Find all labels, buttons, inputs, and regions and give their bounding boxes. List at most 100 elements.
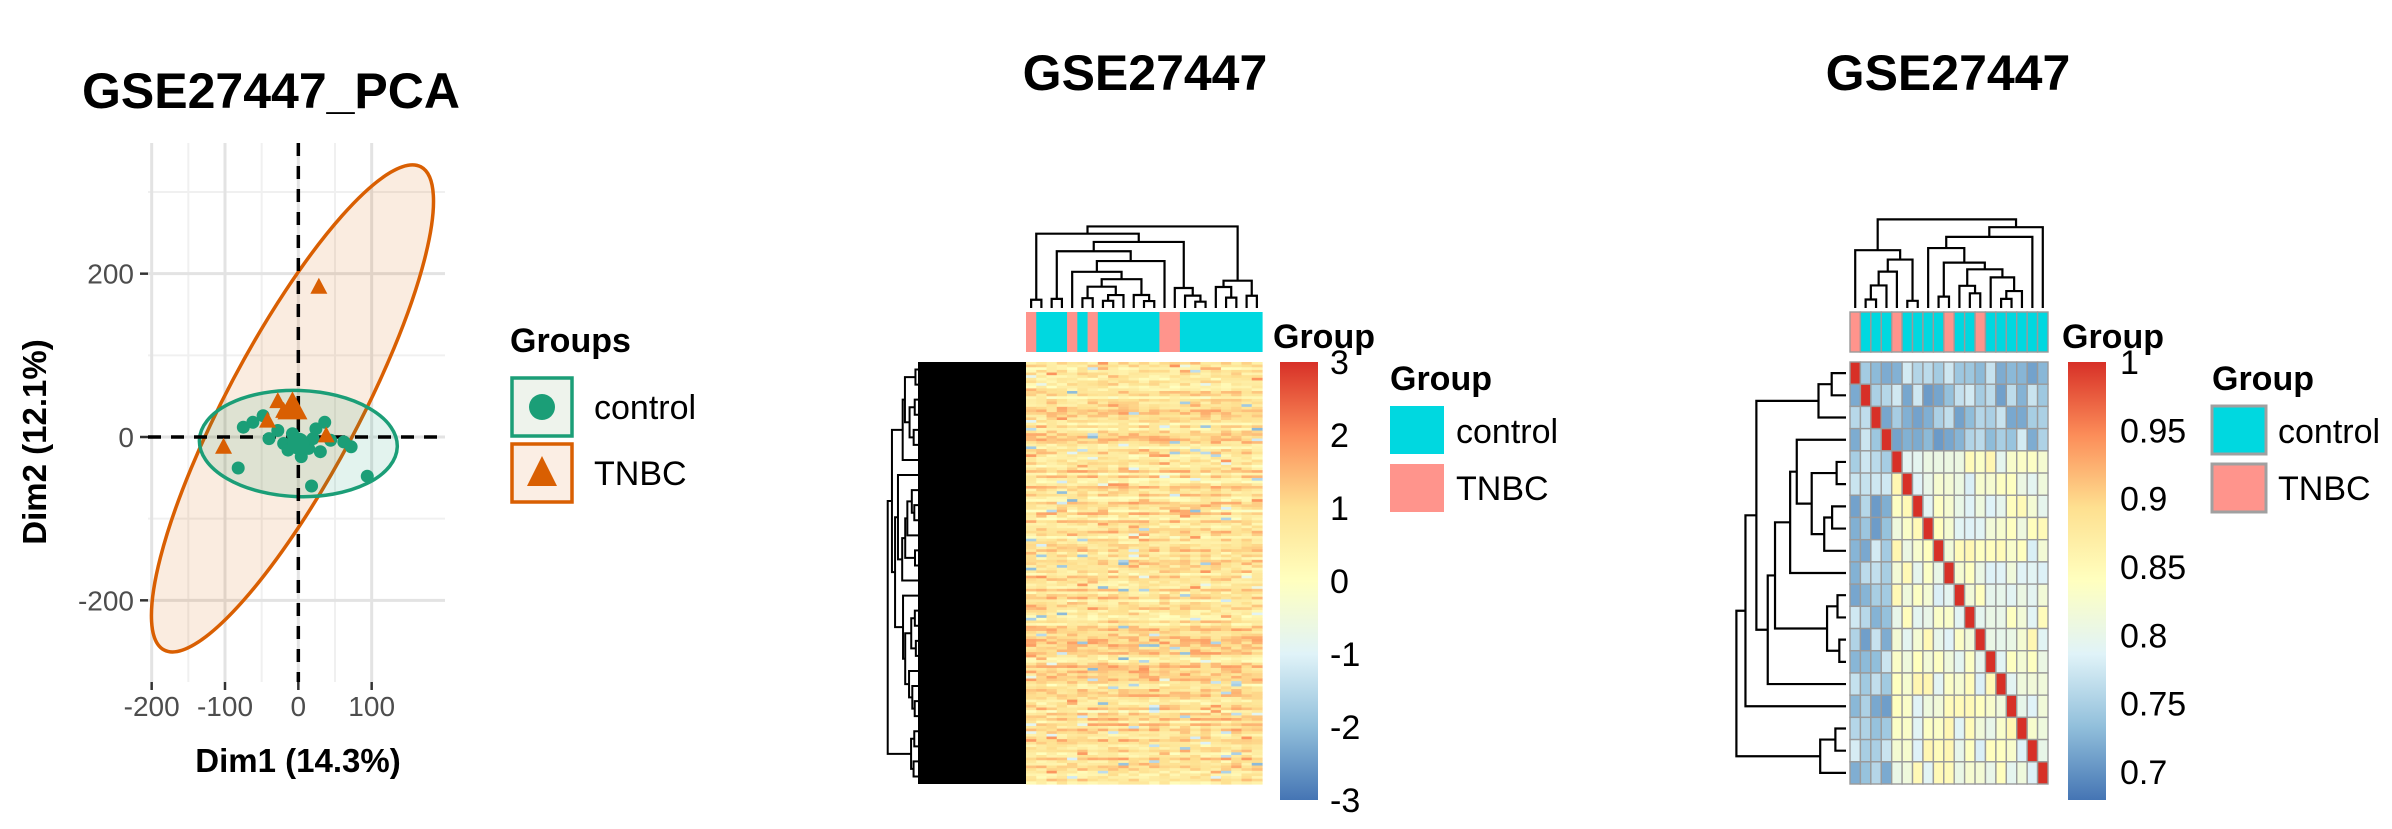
heatmap2-cell [1859,694,1872,719]
heatmap1-cell [1138,681,1150,685]
heatmap1-cell [1210,488,1222,492]
heatmap2-cell [1974,427,1987,452]
heatmap1-cell [1220,385,1232,389]
heatmap1-cell [1026,401,1037,405]
heatmap1-cell [1067,778,1078,782]
heatmap1-cell [1056,781,1068,785]
heatmap1-cell [1077,475,1089,479]
heatmap1-cell [1149,591,1160,595]
heatmap1-cell [1056,649,1068,653]
heatmap2-cell [1974,694,1987,719]
heatmap1-cell [1046,625,1058,629]
heatmap1-cell [1210,420,1222,424]
heatmap1-cell [1036,704,1048,709]
heatmap1-cell [1190,441,1202,445]
heatmap1-cell [1231,778,1243,782]
heatmap1-cell [1087,514,1099,519]
heatmap1-cell [1138,741,1150,746]
heatmap2-cell [1849,627,1862,652]
heatmap1-cell [1251,414,1263,418]
heatmap1-cell [1077,675,1089,680]
heatmap1-cell [1210,485,1222,490]
heatmap2-cell [1943,583,1955,608]
heatmap1-cell [1241,638,1253,643]
heatmap1-cell [1159,388,1171,392]
heatmap1-cell [1128,504,1140,508]
heatmap1-cell [1138,744,1150,748]
heatmap1-cell [1190,464,1202,469]
heatmap1-cell [1036,665,1048,669]
heatmap1-cell [1128,538,1140,542]
heatmap1-cell [1231,496,1243,500]
heatmap1-cell [1210,728,1222,732]
heatmap1-cell [1190,493,1202,498]
heatmap1-cell [1026,412,1037,416]
heatmap1-cell [1241,538,1253,542]
heatmap1-cell [1067,533,1078,537]
heatmap1-cell [1190,472,1202,477]
heatmap1-cell [1118,362,1130,366]
heatmap1-cell [1128,665,1140,669]
heatmap1-cell [1077,609,1089,614]
heatmap1-cell [1179,570,1191,574]
heatmap1-cell [1169,662,1181,666]
heatmap2-cell [1984,472,1997,496]
heatmap2-cell [2026,561,2039,585]
heatmap1-cell [1190,667,1202,672]
heatmap1-cell [1210,744,1222,748]
heatmap1-cell [1169,660,1181,664]
heatmap1-cell [1179,718,1191,722]
heatmap1-cell [1251,464,1263,469]
heatmap1-cell [1118,604,1130,608]
heatmap1-cell [1190,620,1202,624]
heatmap1-cell [1026,736,1037,740]
heatmap1-cell [1036,752,1048,756]
heatmap1-annotation-cell [1179,312,1191,352]
heatmap1-cell [1200,517,1212,521]
heatmap1-cell [1056,422,1068,426]
heatmap1-cell [1251,462,1263,466]
heatmap1-cell [1190,704,1202,709]
heatmap1-cell [1149,578,1160,582]
heatmap1-cell [1108,435,1119,440]
heatmap1-cell [1077,541,1089,545]
heatmap1-cell [1026,369,1037,374]
heatmap1-cell [1097,633,1109,637]
heatmap1-cell [1159,710,1171,714]
heatmap1-cell [1200,570,1212,574]
heatmap1-cell [1077,691,1089,695]
heatmap2-cell [1963,650,1976,674]
heatmap1-cell [1067,541,1078,545]
heatmap1-cell [1149,446,1160,450]
heatmap1-cell [1179,704,1191,709]
heatmap1-cell [1138,596,1150,600]
heatmap1-cell [1200,747,1212,751]
heatmap1-cell [1179,367,1191,371]
heatmap1-cell [1138,464,1150,469]
heatmap1-cell [1241,493,1253,498]
heatmap1-cell [1067,441,1078,445]
heatmap1-cell [1128,689,1140,693]
heatmap2-cell [1849,583,1862,608]
heatmap2-cell [2036,627,2049,652]
heatmap1-cell [1026,427,1037,432]
heatmap1-cell [1056,514,1068,519]
heatmap1-cell [1046,765,1058,769]
heatmap1-cell [1169,507,1181,511]
heatmap1-cell [1231,546,1243,550]
heatmap1-cell [1056,501,1068,506]
heatmap1-cell [1179,638,1191,643]
heatmap1-cell [1056,620,1068,624]
heatmap1-cell [1087,372,1099,376]
heatmap1-cell [1251,725,1263,730]
heatmap1-cell [1067,472,1078,477]
heatmap1-cell [1097,662,1109,666]
heatmap1-cell [1138,654,1150,658]
heatmap1-cell [1251,747,1263,751]
heatmap2-cell [2016,561,2028,585]
heatmap1-cell [1026,383,1037,387]
heatmap1-cell [1056,438,1068,442]
heatmap1-cell [1210,409,1222,413]
heatmap1-cell [1128,580,1140,585]
heatmap1-cell [1026,596,1037,600]
